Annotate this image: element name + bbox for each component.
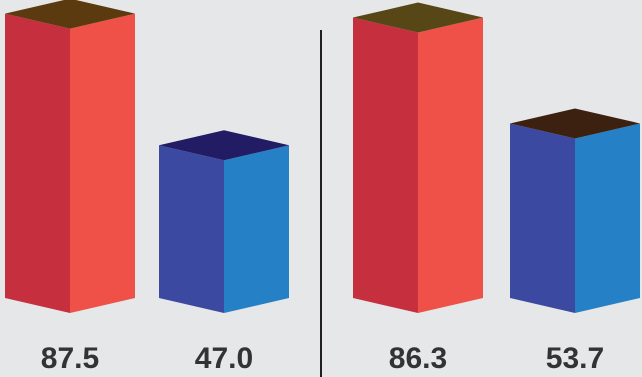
bar-top-face (510, 108, 640, 139)
bar-group-2-bar-2 (510, 108, 640, 313)
bar-value-label: 53.7 (546, 342, 604, 375)
bar-value-label: 87.5 (41, 342, 99, 375)
bar-group-1-bar-2 (159, 130, 289, 313)
bar-value-label: 47.0 (195, 342, 253, 375)
bar-group-1-bar-1 (5, 0, 135, 313)
bar-left-face (353, 17, 418, 314)
bar-left-face (5, 13, 70, 313)
bar-right-face (70, 13, 135, 313)
bar-value-label: 86.3 (389, 342, 447, 375)
bar-right-face (575, 123, 640, 313)
bar-left-face (510, 123, 575, 313)
bar-right-face (418, 17, 483, 314)
bar-top-face (159, 130, 289, 161)
bar-top-face (353, 2, 483, 33)
bar-group-2-bar-1 (353, 2, 483, 314)
bar-right-face (224, 145, 289, 313)
bar-left-face (159, 145, 224, 313)
bar-top-face (5, 0, 135, 29)
